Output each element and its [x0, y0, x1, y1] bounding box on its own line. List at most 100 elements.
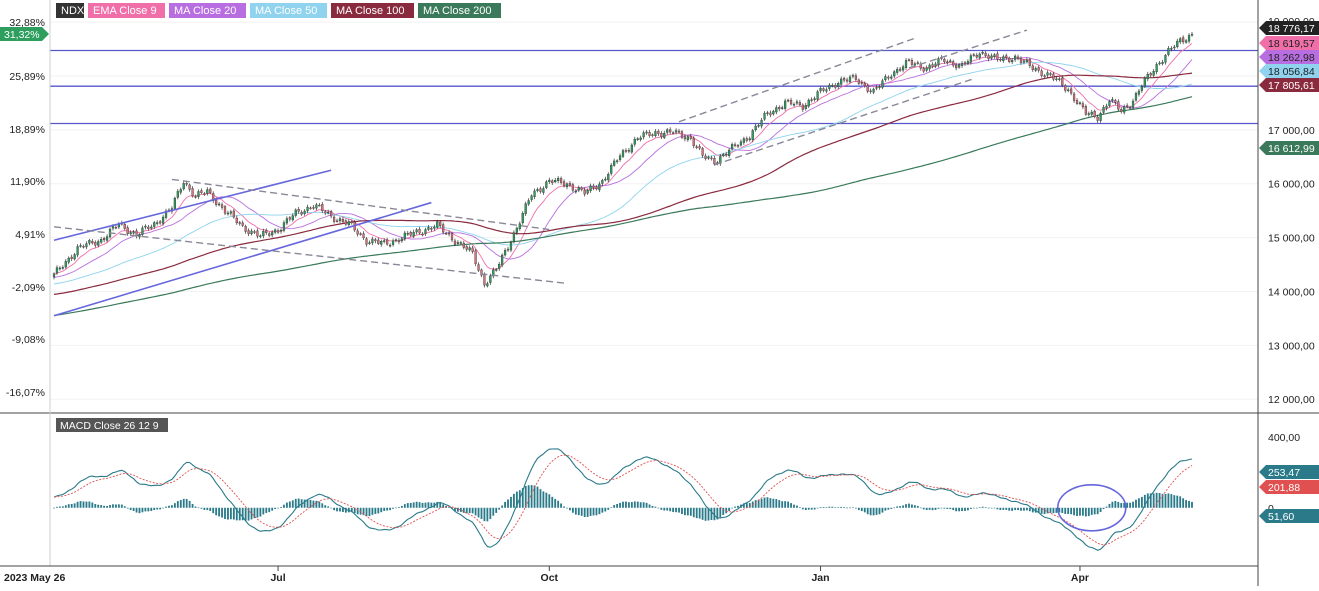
macd-histogram-bar — [598, 507, 601, 515]
candle-body — [580, 187, 583, 190]
candle-body — [993, 54, 996, 57]
candle-body — [67, 257, 70, 263]
macd-histogram-bar — [1037, 507, 1040, 513]
candle-body — [893, 71, 896, 77]
candle-body — [427, 227, 430, 230]
last-value-label: 18 776,17 — [1268, 23, 1315, 35]
legend-chip-bg — [56, 3, 84, 18]
legend-chip-label: MA Close 100 — [336, 5, 404, 17]
macd-histogram-bar — [501, 505, 504, 508]
macd-histogram-bar — [704, 507, 707, 521]
macd-histogram-bar — [1161, 493, 1164, 508]
macd-histogram-bar — [268, 507, 271, 513]
candle-body — [100, 239, 103, 243]
macd-histogram-bar — [321, 503, 324, 508]
candle-body — [206, 189, 209, 194]
candle-body — [1078, 102, 1082, 104]
macd-histogram-bar — [465, 507, 468, 514]
candle-body — [1131, 100, 1135, 108]
candle-body — [999, 59, 1002, 61]
macd-histogram-bar — [1105, 506, 1108, 508]
price-tick-label: 13 000,00 — [1268, 340, 1315, 352]
macd-histogram-bar — [371, 507, 374, 515]
candle-body — [61, 267, 64, 269]
candle-body — [442, 224, 445, 233]
macd-histogram-bar — [67, 504, 70, 508]
last-value-box — [1259, 78, 1319, 92]
candle-body — [530, 195, 533, 200]
macd-histogram-bar — [1031, 507, 1034, 513]
macd-histogram-bar — [990, 507, 993, 509]
candle-body — [1134, 93, 1138, 101]
candle-body — [1049, 73, 1052, 75]
macd-histogram-bar — [400, 505, 403, 508]
macd-histogram-bar — [545, 492, 548, 508]
macd-histogram-bar — [1005, 507, 1008, 510]
macd-histogram-bar — [731, 507, 733, 509]
candle-body — [380, 241, 383, 245]
macd-histogram-bar — [232, 507, 235, 520]
candle-body — [391, 240, 395, 245]
candle-body — [548, 179, 551, 182]
candle-body — [1149, 73, 1152, 76]
macd-histogram-bar — [899, 506, 902, 508]
candle-body — [713, 157, 716, 165]
candle-body — [624, 150, 628, 152]
macd-histogram-bar — [701, 507, 704, 520]
candle-body — [1158, 62, 1161, 65]
macd-histogram-bar — [813, 507, 816, 510]
macd-histogram-bar — [224, 507, 226, 520]
candle-body — [745, 138, 748, 141]
ma-line-ma-close-50 — [53, 61, 1193, 285]
macd-histogram-bar — [1055, 507, 1058, 513]
macd-histogram-bar — [486, 507, 489, 522]
candle-body — [1052, 73, 1055, 80]
macd-histogram-bar — [421, 502, 424, 508]
macd-histogram-bar — [356, 507, 359, 515]
macd-histogram-bar — [748, 502, 751, 508]
macd-histogram-bar — [56, 506, 58, 508]
candle-body — [341, 219, 345, 222]
macd-histogram-bar — [869, 507, 872, 516]
candle-body — [533, 190, 536, 197]
macd-histogram-bar — [1040, 507, 1043, 514]
candle-body — [173, 197, 176, 209]
macd-histogram-bar — [863, 507, 866, 513]
macd-histogram-bar — [153, 507, 156, 511]
candle-body — [825, 89, 828, 92]
macd-histogram-bar — [804, 507, 807, 511]
candle-body — [913, 63, 916, 66]
macd-histogram-bar — [489, 507, 492, 520]
candle-body — [64, 261, 67, 268]
candle-body — [185, 183, 188, 185]
macd-histogram-bar — [206, 507, 209, 511]
candle-body — [896, 69, 899, 73]
candle-body — [1126, 105, 1129, 108]
macd-histogram-bar — [1111, 501, 1114, 508]
macd-histogram-bar — [996, 507, 999, 510]
candle-body — [406, 233, 409, 235]
macd-histogram-bar — [569, 507, 571, 511]
macd-histogram-bar — [819, 507, 822, 508]
candle-body — [807, 99, 810, 107]
macd-histogram-bar — [197, 507, 200, 509]
macd-histogram-bar — [291, 500, 294, 508]
time-axis-label: Apr — [1071, 572, 1089, 584]
candle-body — [105, 236, 109, 241]
macd-histogram-bar — [173, 503, 176, 508]
macd-last-value-box — [1259, 465, 1319, 479]
macd-histogram-bar — [1135, 499, 1137, 508]
candle-body — [1025, 59, 1029, 62]
macd-tick-label: 0 — [1268, 503, 1274, 515]
candle-body — [524, 203, 527, 214]
candle-body — [701, 148, 704, 156]
macd-histogram-bar — [1011, 507, 1014, 511]
macd-histogram-bar — [975, 507, 978, 509]
candle-body — [55, 267, 59, 274]
candle-body — [1137, 90, 1141, 95]
candle-body — [1061, 77, 1064, 86]
candle-body — [960, 63, 964, 66]
candle-body — [1013, 55, 1017, 60]
candle-body — [801, 104, 804, 110]
